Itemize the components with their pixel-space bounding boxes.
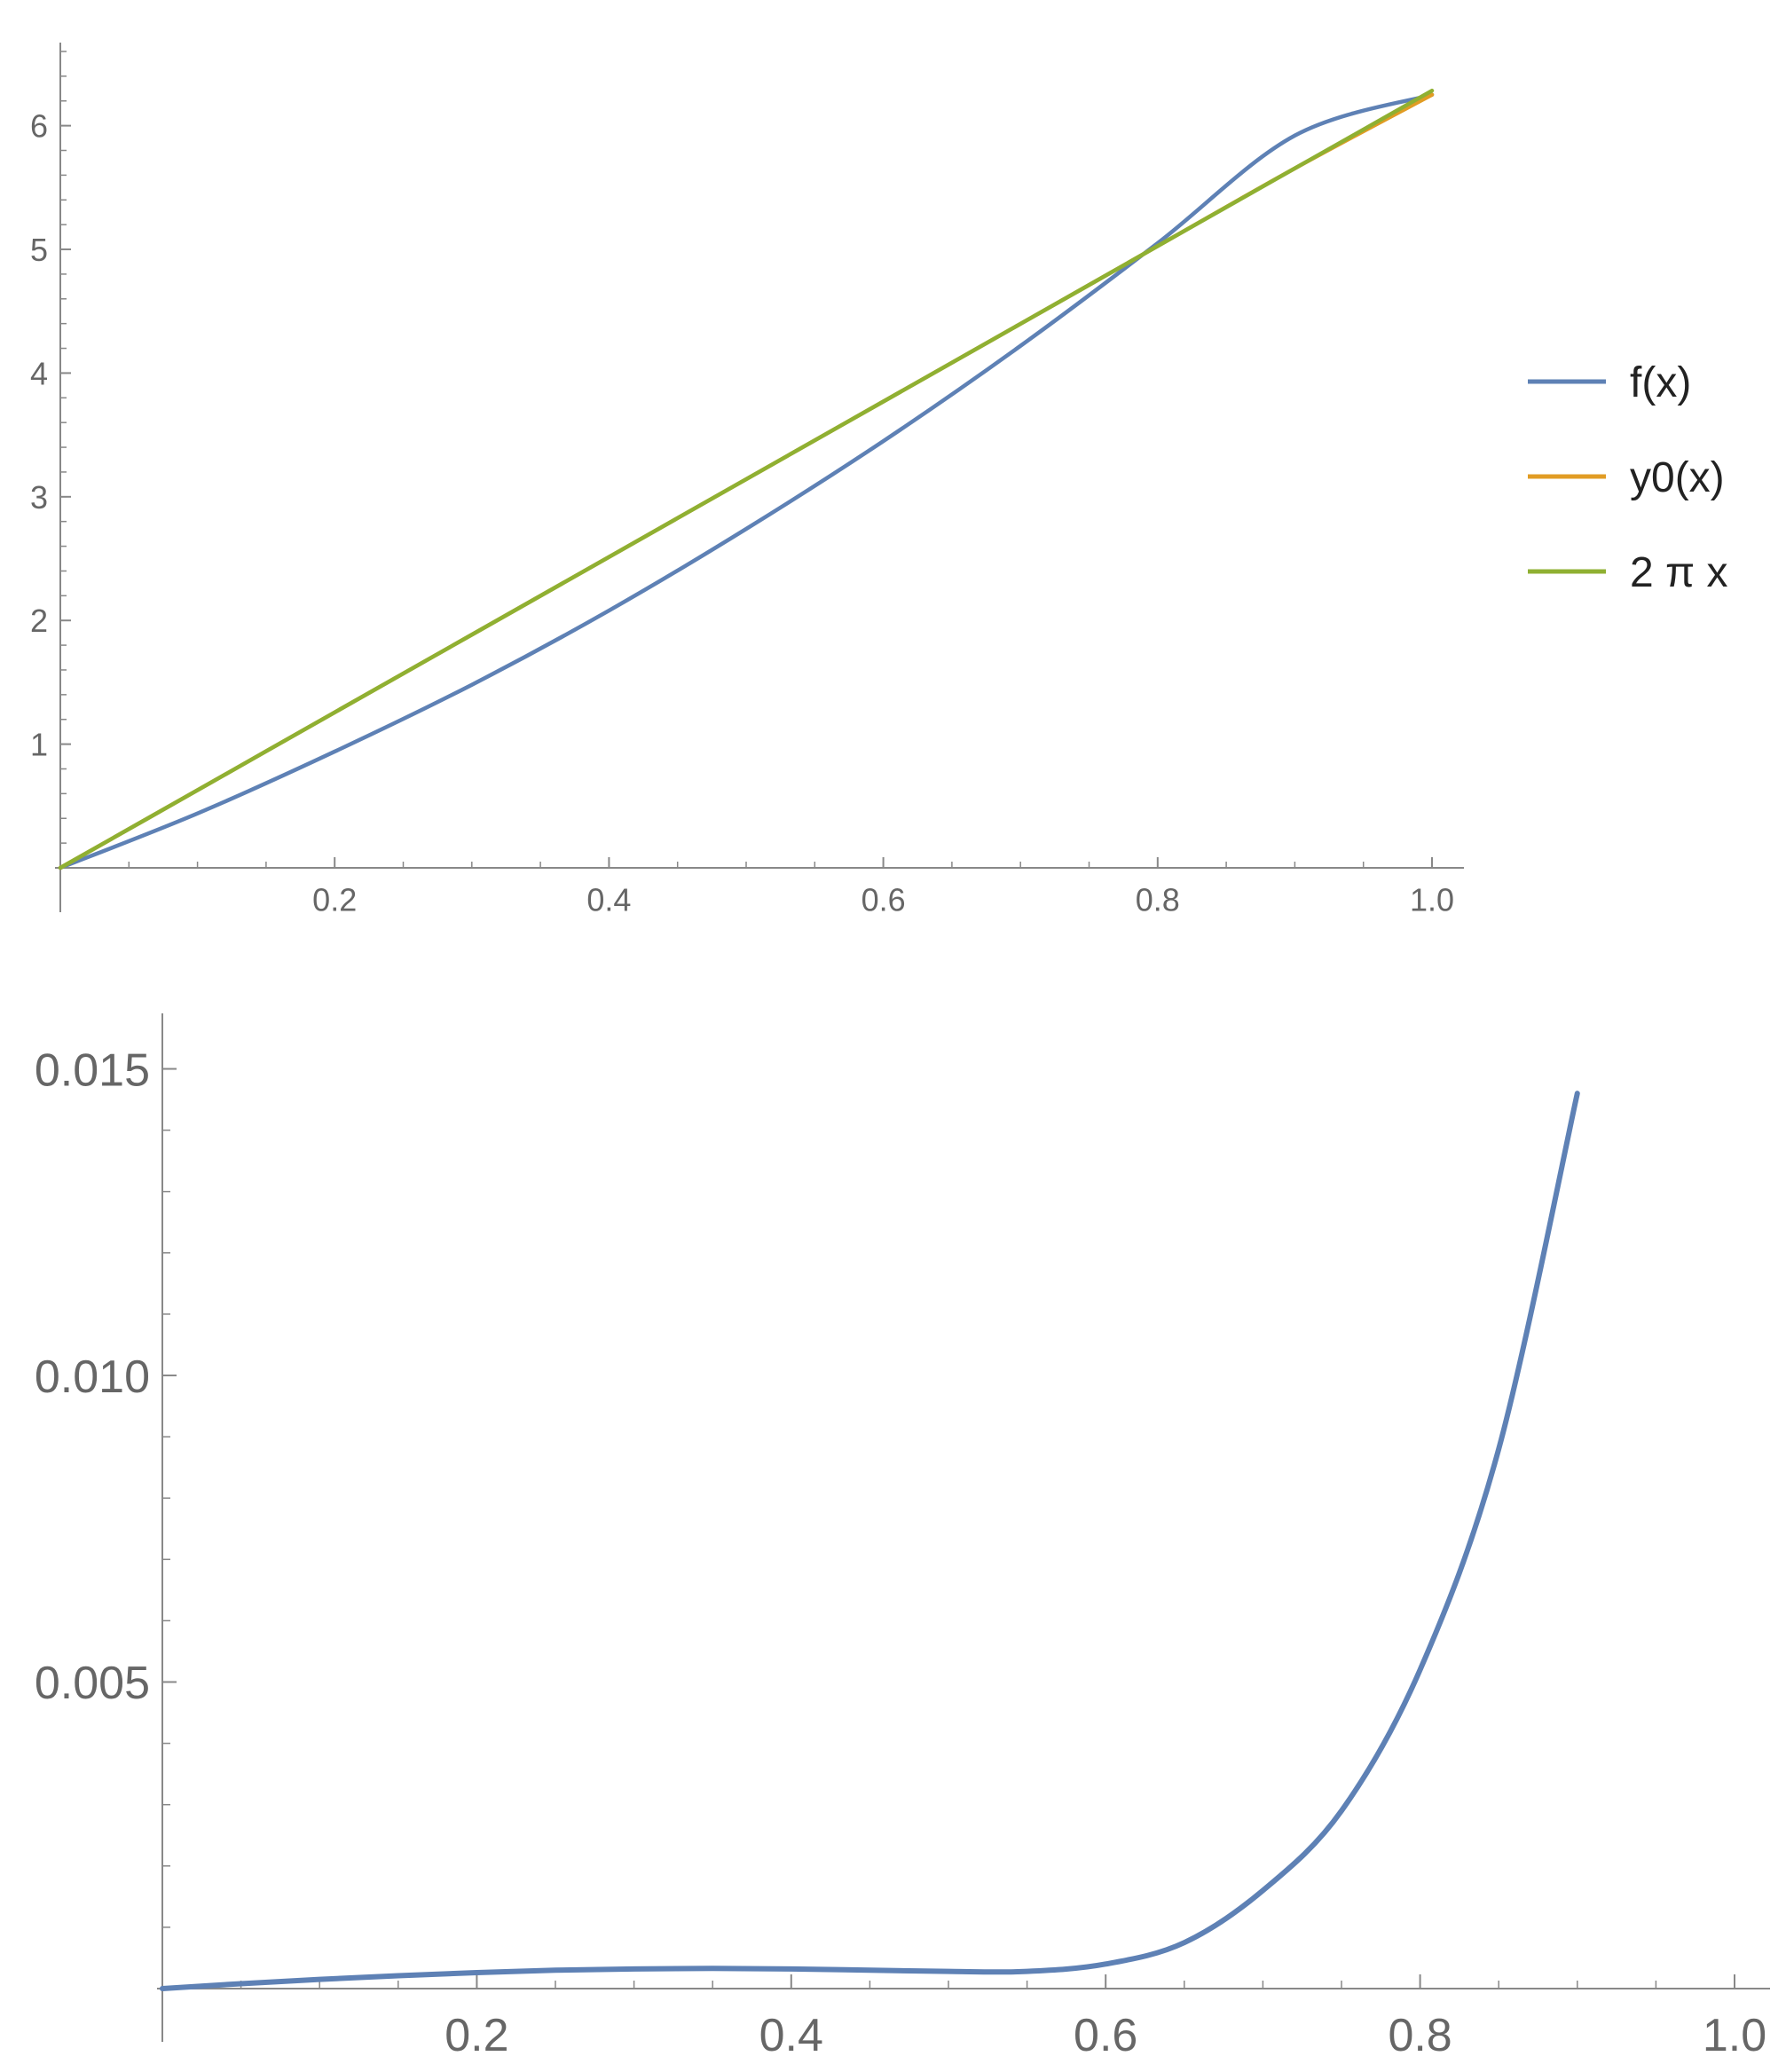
bottom-y-tick-label: 0.010	[35, 1351, 150, 1403]
top-x-tick-label: 0.4	[586, 882, 631, 918]
bottom-x-tick-label: 0.2	[445, 2010, 508, 2061]
top-y-tick-label: 4	[30, 355, 48, 391]
top-y-tick-label: 5	[30, 232, 48, 268]
bottom-chart: 0.2 0.4 0.6 0.8 1.0 0.005 0.010 0.015	[35, 1013, 1770, 2061]
bottom-x-tick-label: 1.0	[1703, 2010, 1766, 2061]
legend-entry-label: 2 π x	[1630, 549, 1727, 596]
top-y-tick-label: 2	[30, 603, 48, 639]
bottom-series-line-0	[160, 1091, 1580, 1991]
top-y-tick-label: 3	[30, 479, 48, 516]
top-y-tick-label: 1	[30, 727, 48, 763]
bottom-y-tick-label: 0.015	[35, 1044, 150, 1096]
top-x-tick-label: 0.2	[312, 882, 357, 918]
bottom-x-tick-label: 0.4	[759, 2010, 823, 2061]
bottom-x-tick-label: 0.6	[1074, 2010, 1137, 2061]
top-series-line-2-x	[58, 88, 1435, 871]
top-x-tick-label: 0.8	[1136, 882, 1180, 918]
bottom-y-tick-label: 0.005	[35, 1658, 150, 1709]
top-chart: 0.2 0.4 0.6 0.8 1.0 1 2 3 4 5 6 f(x) y0(x) 2 π x	[30, 43, 1727, 918]
legend-entry-label: y0(x)	[1630, 454, 1725, 501]
top-x-tick-label: 0.6	[862, 882, 906, 918]
top-y-tick-label: 6	[30, 108, 48, 145]
bottom-x-tick-label: 0.8	[1388, 2010, 1452, 2061]
top-x-tick-label: 1.0	[1410, 882, 1454, 918]
legend-entry-label: f(x)	[1630, 359, 1691, 406]
top-series-line-f-x	[58, 92, 1435, 871]
